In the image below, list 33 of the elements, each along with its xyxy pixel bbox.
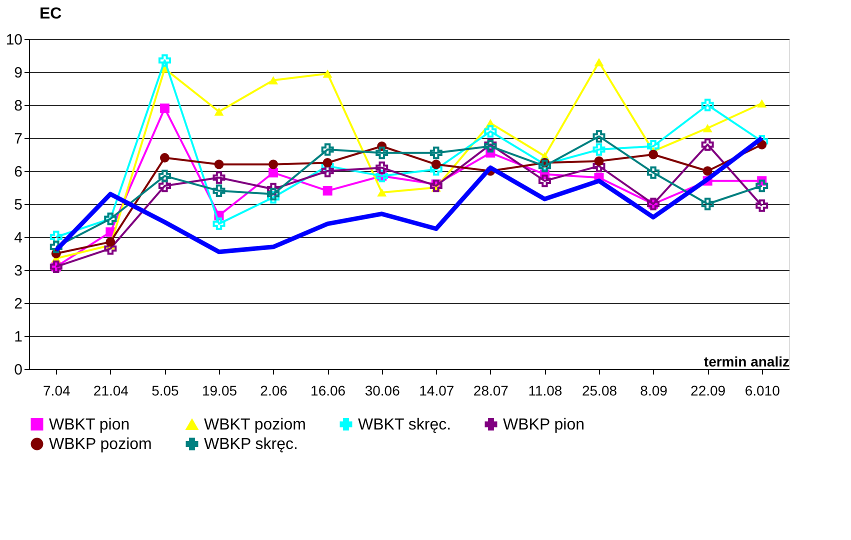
y-axis-title: EC: [40, 6, 62, 22]
legend-label: WBKT skręc.: [358, 416, 452, 434]
x-tick-label: 28.07: [473, 382, 509, 398]
y-tick-label: 1: [14, 328, 22, 346]
y-tick-label: 10: [6, 32, 22, 48]
x-tick-label: 14.07: [419, 382, 454, 398]
y-tick-label: 8: [14, 98, 22, 114]
x-tick-label: 8.09: [640, 382, 668, 398]
legend-label: WBKP skręc.: [204, 436, 298, 453]
y-tick-label: 9: [14, 64, 22, 82]
y-tick-label: 3: [14, 262, 22, 280]
x-tick-label: 6.010: [744, 382, 780, 398]
x-tick-label: 7.04: [43, 382, 70, 398]
x-tick-label: 19.05: [202, 382, 238, 398]
x-tick-label: 2.06: [260, 382, 288, 398]
y-tick-label: 7: [14, 130, 22, 148]
legend-label: WBKT poziom: [204, 416, 306, 434]
y-tick-label: 4: [14, 230, 22, 246]
x-tick-label: 21.04: [93, 382, 129, 398]
y-tick-label: 2: [14, 296, 22, 312]
legend-label: WBKT pion: [49, 416, 130, 434]
y-tick-label: 6: [14, 164, 22, 180]
x-tick-label: 25.08: [582, 382, 618, 398]
x-tick-label: 22.09: [690, 382, 726, 398]
x-tick-label: 11.08: [528, 382, 562, 398]
x-tick-label: 16.06: [310, 382, 346, 398]
y-tick-label: 5: [14, 196, 22, 214]
legend-label: WBKP poziom: [49, 436, 152, 453]
y-tick-label: 0: [14, 362, 22, 378]
x-tick-label: 5.05: [152, 382, 180, 398]
x-axis-title: termin analiz: [704, 354, 790, 370]
x-tick-label: 30.06: [364, 382, 400, 398]
legend-label: WBKP pion: [503, 416, 585, 434]
